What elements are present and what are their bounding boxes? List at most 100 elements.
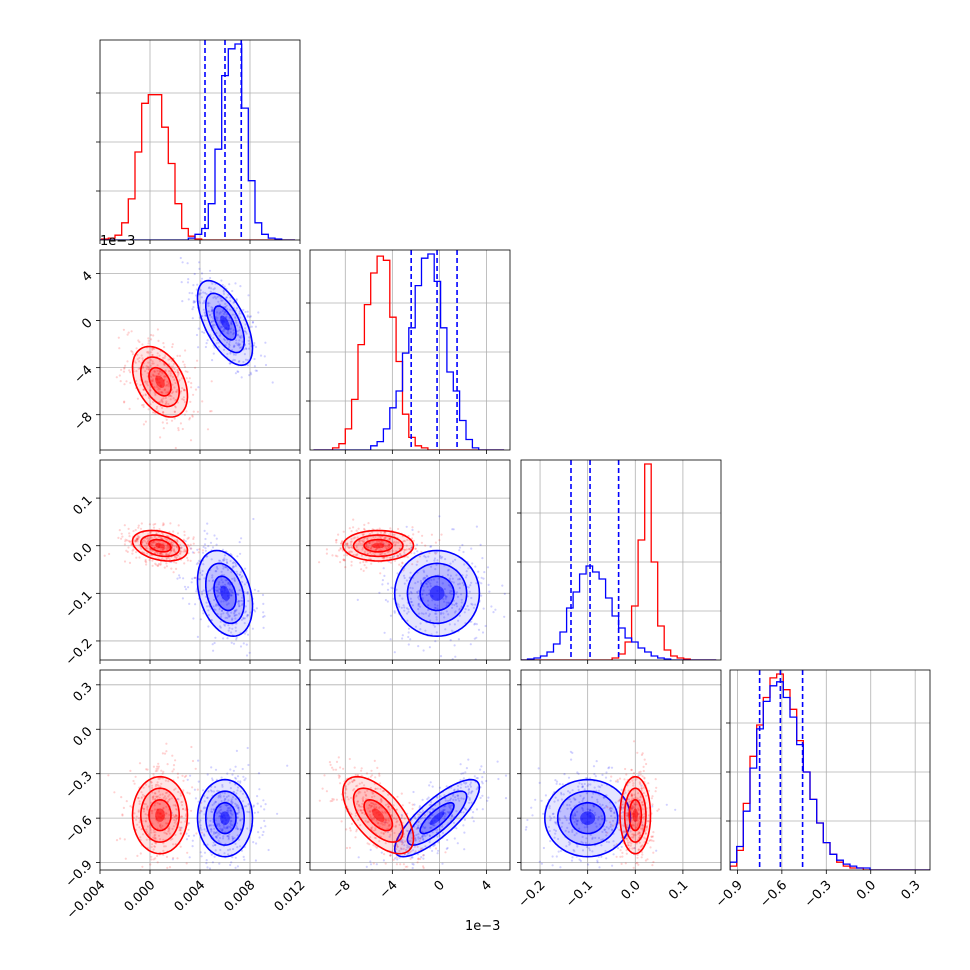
sample-point [555,821,558,824]
sample-point [642,792,646,795]
x-tick-label: −4 [377,878,401,902]
sample-point [222,835,225,838]
sample-point [386,821,389,824]
sample-point [135,551,138,554]
sample-point [163,363,166,366]
histogram-step [521,565,717,660]
density-contour [352,787,404,843]
sample-point [131,353,134,356]
sample-point [230,816,233,819]
sample-point [198,293,201,296]
sample-point [129,381,132,384]
sample-point [388,537,391,541]
sample-point [164,832,167,835]
sample-point [247,294,250,297]
sample-point [372,887,374,889]
sample-point [150,536,153,539]
sample-point [187,586,190,589]
sample-point [579,859,583,863]
sample-point [212,352,215,355]
sample-point [574,813,577,817]
density-contour [220,585,230,601]
sample-point [476,786,479,789]
sample-point [355,554,359,557]
sample-point [504,811,506,813]
sample-point [181,300,184,303]
sample-point [158,370,161,373]
sample-point [159,370,162,373]
sample-point [220,326,223,329]
sample-point [352,537,355,540]
sample-point [203,577,206,580]
sample-point [517,865,519,867]
sample-point [441,862,444,865]
sample-point [210,808,213,811]
sample-point [159,563,162,566]
sample-point [231,835,234,838]
sample-point [204,314,207,317]
sample-point [416,580,419,584]
sample-point [214,800,217,804]
sample-point [465,781,468,784]
sample-point [136,397,139,400]
sample-point [647,820,650,823]
sample-point [230,611,233,614]
sample-point [561,821,564,825]
sample-point [589,809,592,812]
sample-point [462,781,466,784]
x-tick-label: 0.012 [272,878,309,915]
sample-point [630,807,634,811]
sample-point [578,801,581,804]
sample-point [651,835,655,838]
sample-point [352,779,355,782]
sample-point [331,554,334,557]
sample-point [634,833,637,837]
sample-point [376,821,380,825]
sample-point [242,308,245,312]
sample-point [630,793,633,797]
sample-point [451,528,454,531]
sample-point [190,386,193,389]
sample-point [246,591,249,594]
sample-point [168,385,171,388]
sample-point [138,360,141,363]
panel-frame [520,669,722,871]
sample-point [458,578,461,581]
sample-point [214,835,218,838]
sample-point [209,290,212,293]
sample-point [610,807,614,810]
sample-point [228,615,231,618]
sample-point [390,829,393,833]
sample-point [576,771,579,774]
sample-point [210,828,213,831]
sample-point [421,597,424,600]
sample-point [218,836,222,840]
sample-point [214,819,217,822]
sample-point [194,797,197,800]
sample-point [388,808,391,811]
y-tick-label: −8 [71,410,95,434]
sample-point [229,327,233,330]
density-contour [131,775,189,855]
sample-point [596,859,599,862]
sample-point [170,395,173,398]
sample-point [202,563,205,566]
sample-point [147,833,150,836]
sample-point [361,532,364,535]
sample-point [151,362,154,365]
sample-point [649,886,651,888]
density-contour [569,801,606,835]
sample-point [486,566,490,569]
sample-point [210,287,213,290]
sample-point [142,810,145,813]
sample-point [405,544,408,547]
sample-point [477,628,481,631]
sample-point [576,845,579,848]
sample-point [425,593,428,597]
sample-point [413,816,416,819]
sample-point [219,559,222,562]
sample-point [180,815,183,818]
sample-point [391,587,394,590]
sample-point [154,785,157,788]
sample-point [629,800,632,803]
